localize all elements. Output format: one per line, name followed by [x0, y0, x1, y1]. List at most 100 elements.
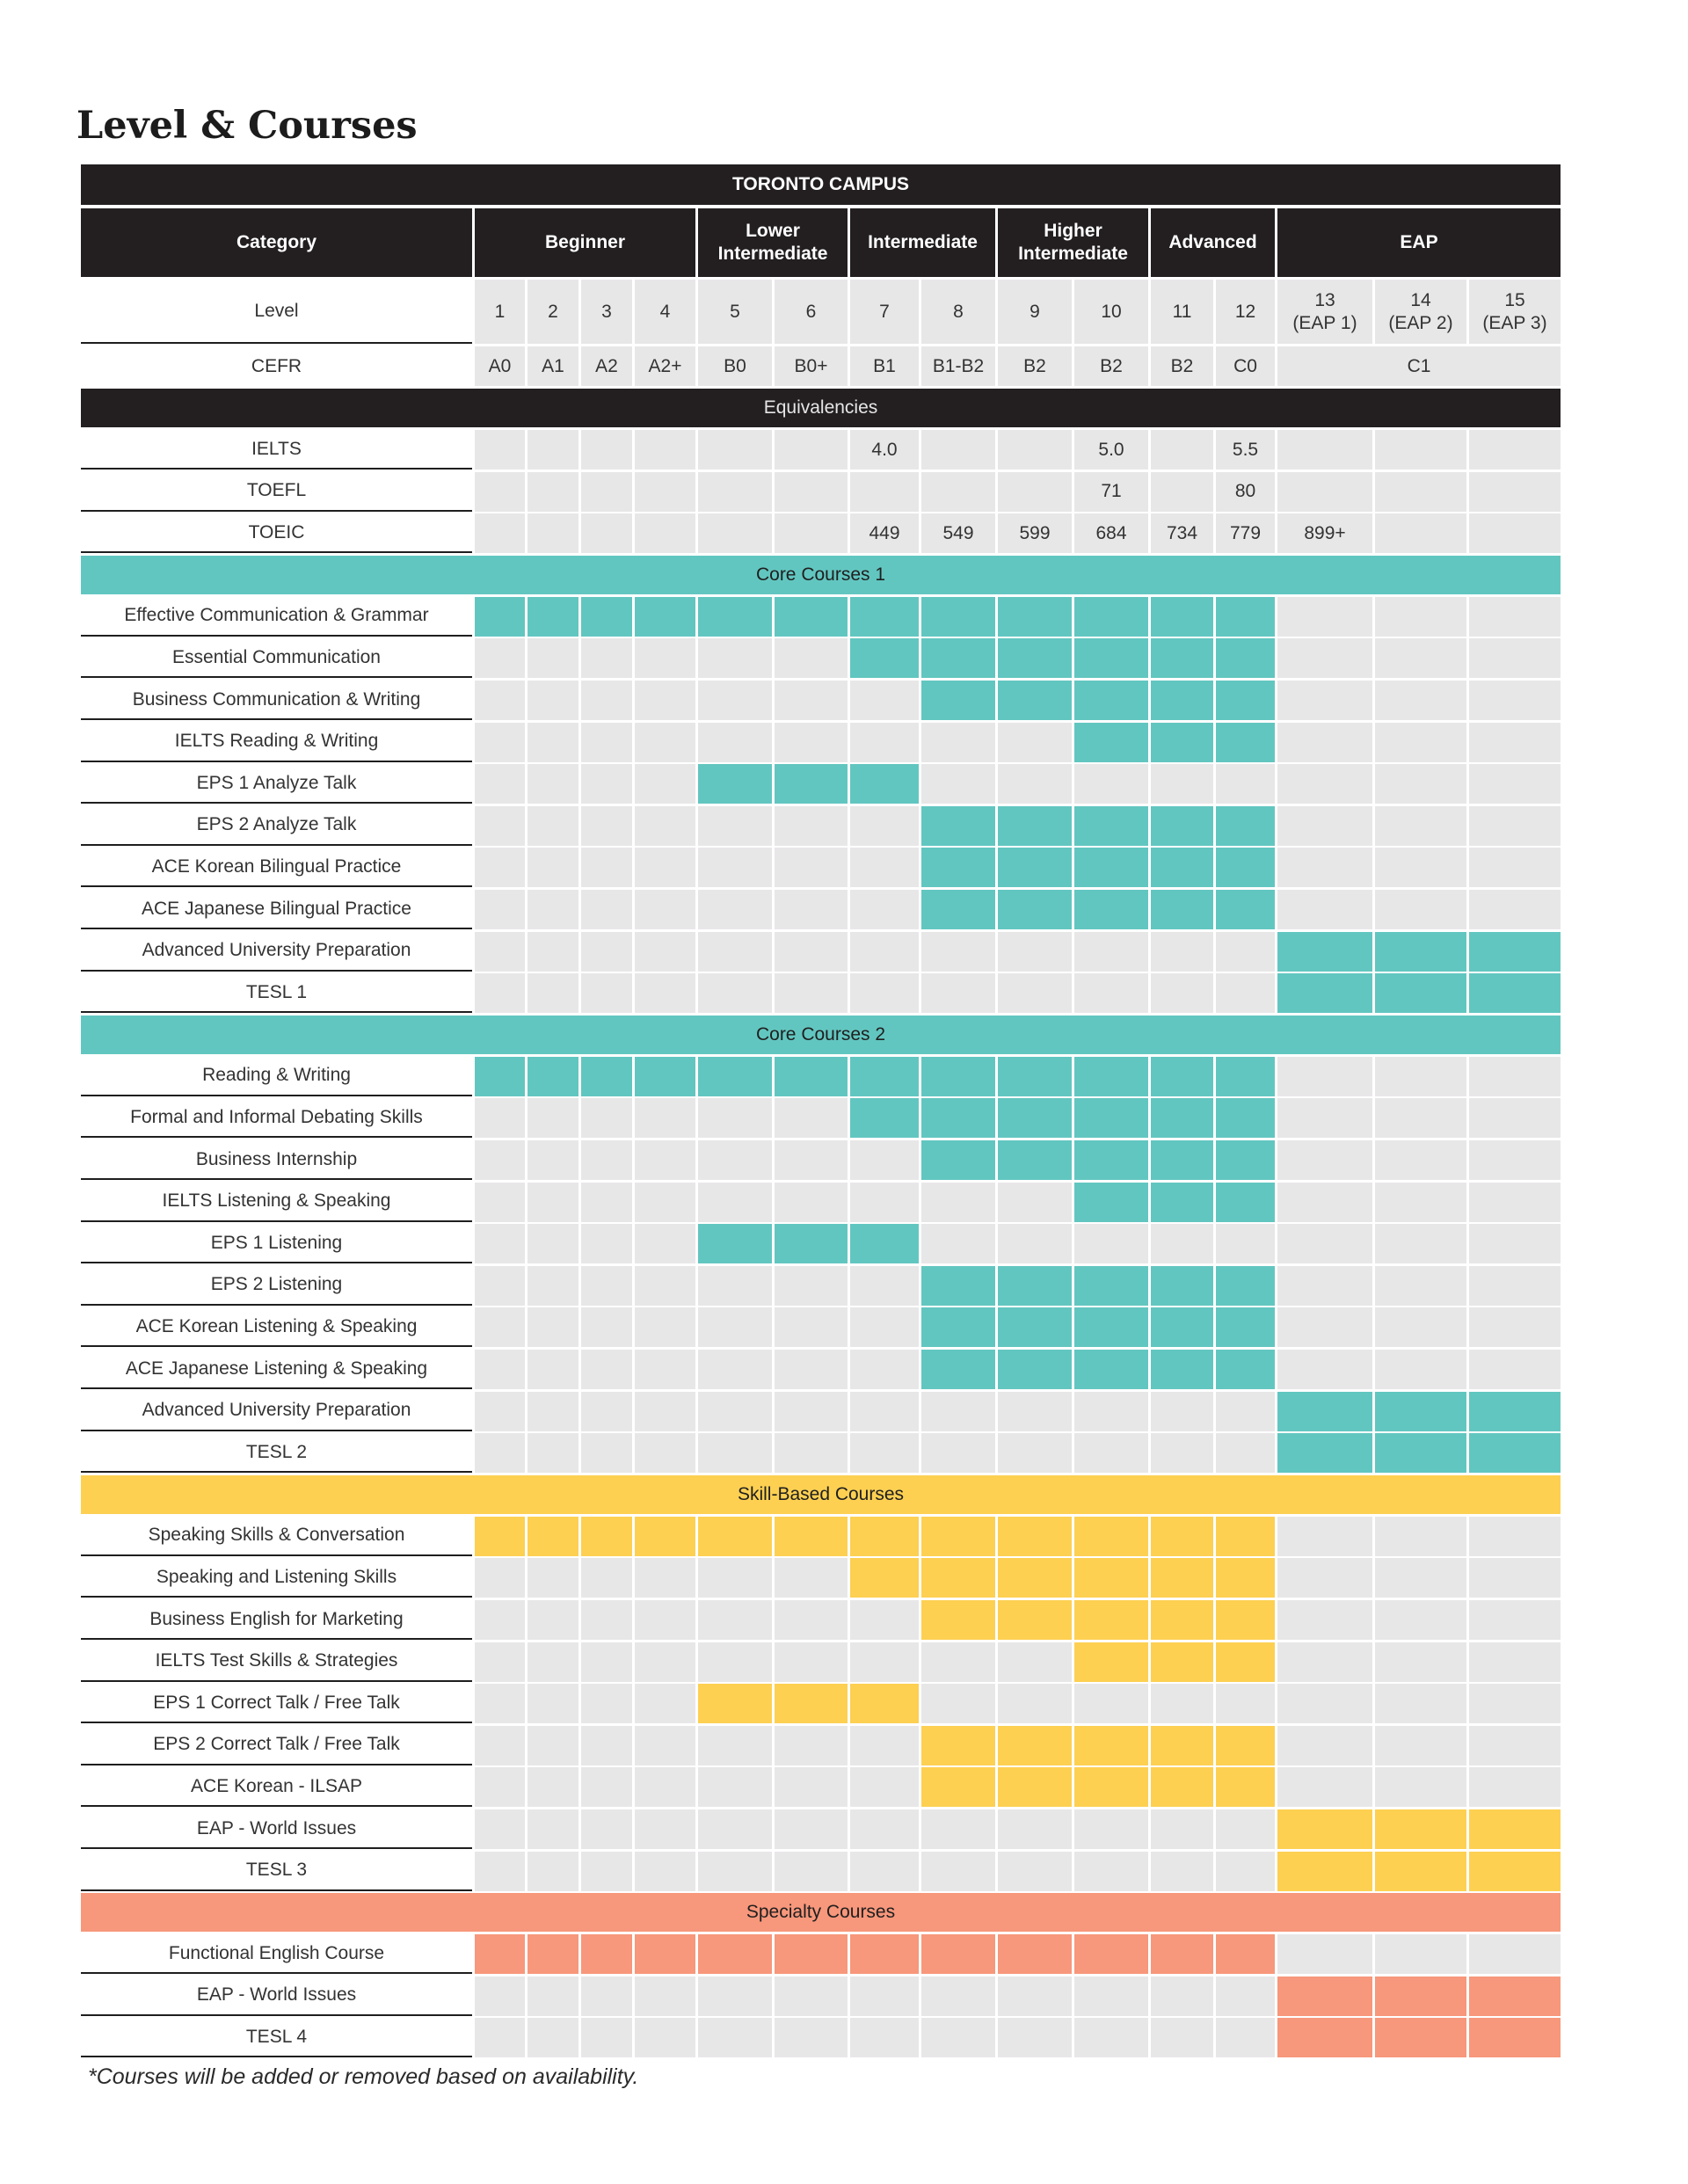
course-level-on	[1151, 1516, 1213, 1556]
group-header-lower-intermediate: Lower Intermediate	[698, 208, 848, 277]
course-level-off	[698, 638, 772, 679]
course-level-off	[475, 890, 525, 929]
level-cell: 5	[698, 280, 772, 344]
course-level-on	[1469, 1976, 1561, 2016]
course-level-off	[635, 1098, 695, 1139]
course-level-off	[635, 1391, 695, 1431]
course-level-off	[850, 1391, 919, 1431]
course-level-on	[1074, 1934, 1148, 1975]
course-level-on	[1277, 1433, 1372, 1474]
course-level-off	[1375, 1265, 1466, 1306]
course-level-off	[475, 1098, 525, 1139]
equivalency-cell	[1151, 430, 1213, 470]
course-level-off	[698, 805, 772, 846]
course-level-off	[581, 1182, 632, 1222]
course-level-on	[998, 890, 1072, 929]
course-level-on	[775, 1516, 848, 1556]
course-level-off	[581, 1684, 632, 1724]
course-level-off	[1151, 1851, 1213, 1891]
course-level-on	[1216, 681, 1275, 720]
equivalency-cell	[475, 430, 525, 470]
course-level-off	[528, 1684, 578, 1724]
course-level-off	[475, 1684, 525, 1724]
course-level-off	[921, 1809, 995, 1849]
course-level-off	[850, 1265, 919, 1306]
course-level-off	[1151, 1684, 1213, 1724]
course-level-on	[1074, 1725, 1148, 1765]
course-level-off	[775, 1433, 848, 1474]
level-cell: 7	[850, 280, 919, 344]
course-level-off	[475, 1809, 525, 1849]
course-level-on	[528, 1056, 578, 1096]
course-level-off	[1216, 764, 1275, 804]
course-level-off	[528, 848, 578, 888]
course-level-on	[921, 890, 995, 929]
course-level-off	[1277, 1056, 1372, 1096]
course-level-off	[1469, 1725, 1561, 1765]
course-level-off	[475, 764, 525, 804]
course-level-off	[1469, 890, 1561, 929]
level-cell: 2	[528, 280, 578, 344]
course-level-on	[998, 1725, 1072, 1765]
course-level-off	[1277, 890, 1372, 929]
course-level-off	[1151, 1224, 1213, 1264]
course-level-off	[635, 1307, 695, 1348]
course-level-on	[998, 1350, 1072, 1389]
course-level-off	[581, 1725, 632, 1765]
equivalency-cell: 549	[921, 513, 995, 554]
course-level-off	[475, 1350, 525, 1389]
course-level-off	[698, 1433, 772, 1474]
section-header-specialty-courses: Specialty Courses	[81, 1893, 1561, 1933]
equivalency-cell: 779	[1216, 513, 1275, 554]
course-level-off	[921, 973, 995, 1014]
course-level-off	[475, 681, 525, 720]
equivalency-cell: 734	[1151, 513, 1213, 554]
course-level-on	[1074, 1767, 1148, 1808]
course-level-off	[698, 1140, 772, 1180]
equivalency-cell	[1277, 471, 1372, 512]
course-level-off	[1216, 1809, 1275, 1849]
course-level-off	[698, 848, 772, 888]
equivalency-cell	[1375, 513, 1466, 554]
course-level-on	[850, 1516, 919, 1556]
course-level-off	[581, 1265, 632, 1306]
course-level-on	[998, 638, 1072, 679]
course-level-on	[775, 596, 848, 637]
course-level-on	[1151, 1934, 1213, 1975]
course-level-off	[775, 973, 848, 1014]
course-level-on	[1375, 1976, 1466, 2016]
equivalency-cell	[475, 513, 525, 554]
course-level-off	[528, 1224, 578, 1264]
course-level-off	[850, 1976, 919, 2016]
course-level-on	[1216, 1307, 1275, 1348]
course-level-off	[698, 1600, 772, 1640]
course-label: Business Internship	[81, 1140, 472, 1180]
course-level-on	[1151, 1307, 1213, 1348]
course-level-on	[1151, 1600, 1213, 1640]
course-level-on	[1074, 1600, 1148, 1640]
course-level-off	[1469, 764, 1561, 804]
course-level-off	[1469, 1558, 1561, 1598]
course-label: EPS 2 Correct Talk / Free Talk	[81, 1725, 472, 1765]
cefr-cell: B2	[1074, 346, 1148, 386]
course-level-off	[581, 722, 632, 762]
course-level-on	[1151, 1140, 1213, 1180]
course-level-on	[698, 596, 772, 637]
course-label: ACE Japanese Bilingual Practice	[81, 890, 472, 929]
course-level-off	[698, 1725, 772, 1765]
course-level-off	[850, 931, 919, 972]
course-level-off	[698, 1809, 772, 1849]
equivalency-cell: 80	[1216, 471, 1275, 512]
course-level-off	[1375, 1600, 1466, 1640]
course-level-off	[998, 1809, 1072, 1849]
course-level-off	[635, 1767, 695, 1808]
equivalency-cell: 71	[1074, 471, 1148, 512]
cefr-cell: A1	[528, 346, 578, 386]
course-level-on	[921, 1056, 995, 1096]
course-level-off	[998, 1642, 1072, 1682]
course-level-off	[635, 1265, 695, 1306]
course-level-on	[850, 1098, 919, 1139]
course-level-off	[850, 1182, 919, 1222]
course-level-on	[1216, 848, 1275, 888]
course-level-off	[1375, 1098, 1466, 1139]
